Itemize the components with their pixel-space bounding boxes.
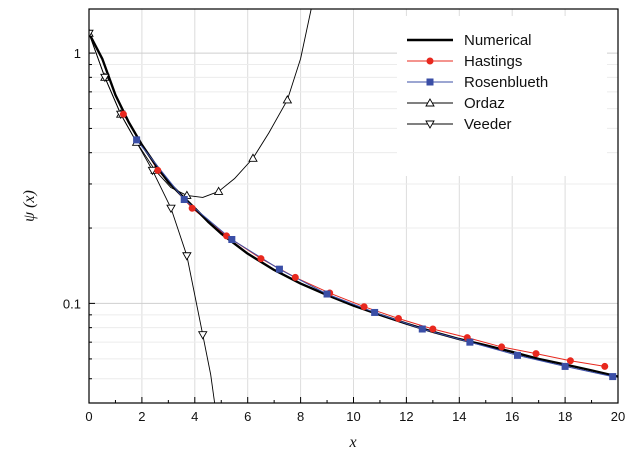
data-point-hastings xyxy=(154,166,162,174)
data-point-hastings xyxy=(360,303,368,311)
series-line-numerical xyxy=(89,32,618,378)
legend-marker xyxy=(425,120,435,129)
data-point-rosenblueth xyxy=(228,235,236,243)
legend-label: Rosenblueth xyxy=(464,74,548,91)
data-point-rosenblueth xyxy=(609,373,617,381)
data-point-rosenblueth xyxy=(561,362,569,370)
data-point-veeder xyxy=(166,204,176,214)
x-tick-label: 0 xyxy=(85,409,92,424)
data-point-veeder xyxy=(100,73,110,83)
data-point-hastings xyxy=(188,204,196,212)
legend-label: Veeder xyxy=(464,116,512,133)
data-point-rosenblueth xyxy=(513,351,521,359)
y-axis-label: ψ (x) xyxy=(21,190,38,222)
legend-marker xyxy=(425,98,435,107)
data-point-hastings xyxy=(429,325,437,333)
data-point-rosenblueth xyxy=(418,325,426,333)
data-point-hastings xyxy=(394,315,402,323)
legend-label: Hastings xyxy=(464,53,522,70)
data-point-rosenblueth xyxy=(371,308,379,316)
series-line-veeder xyxy=(89,33,216,403)
data-point-ordaz xyxy=(248,153,258,162)
data-point-hastings xyxy=(291,273,299,281)
legend-label: Ordaz xyxy=(464,95,505,112)
y-tick-label: 1 xyxy=(74,46,81,61)
legend-label: Numerical xyxy=(464,32,532,49)
data-point-veeder xyxy=(182,252,192,261)
data-point-veeder xyxy=(89,29,94,39)
x-axis-label: x xyxy=(348,434,356,451)
series-line-ordaz xyxy=(89,9,312,198)
legend-box xyxy=(397,16,607,176)
data-point-rosenblueth xyxy=(466,338,474,346)
x-tick-label: 16 xyxy=(505,409,519,424)
x-tick-label: 12 xyxy=(399,409,413,424)
x-tick-label: 6 xyxy=(244,409,251,424)
data-point-hastings xyxy=(601,362,609,370)
axis-ticks: 0 2 4 6 8 10 12 14 16 18 20 0.1 1 xyxy=(63,46,625,424)
y-tick-label: 0.1 xyxy=(63,296,81,311)
x-tick-label: 10 xyxy=(346,409,360,424)
data-point-rosenblueth xyxy=(180,196,188,204)
series-markers xyxy=(89,28,617,381)
data-point-rosenblueth xyxy=(133,136,141,144)
data-point-hastings xyxy=(223,232,231,240)
data-point-rosenblueth xyxy=(323,290,331,298)
data-point-veeder xyxy=(197,331,208,340)
x-tick-label: 4 xyxy=(191,409,198,424)
x-tick-label: 2 xyxy=(138,409,145,424)
x-tick-label: 14 xyxy=(452,409,466,424)
x-tick-label: 18 xyxy=(558,409,572,424)
data-point-hastings xyxy=(498,343,506,351)
legend-marker xyxy=(426,78,434,86)
data-point-hastings xyxy=(119,110,127,118)
data-point-hastings xyxy=(532,350,540,358)
data-point-ordaz xyxy=(213,186,224,195)
x-tick-label: 8 xyxy=(297,409,304,424)
legend: Numerical Hastings Rosenblueth Ordaz Veeder xyxy=(397,16,607,176)
data-point-ordaz xyxy=(282,95,293,104)
data-point-hastings xyxy=(257,255,265,263)
data-point-rosenblueth xyxy=(275,265,283,273)
legend-marker xyxy=(426,57,434,65)
x-tick-label: 20 xyxy=(611,409,625,424)
data-point-hastings xyxy=(566,357,574,365)
